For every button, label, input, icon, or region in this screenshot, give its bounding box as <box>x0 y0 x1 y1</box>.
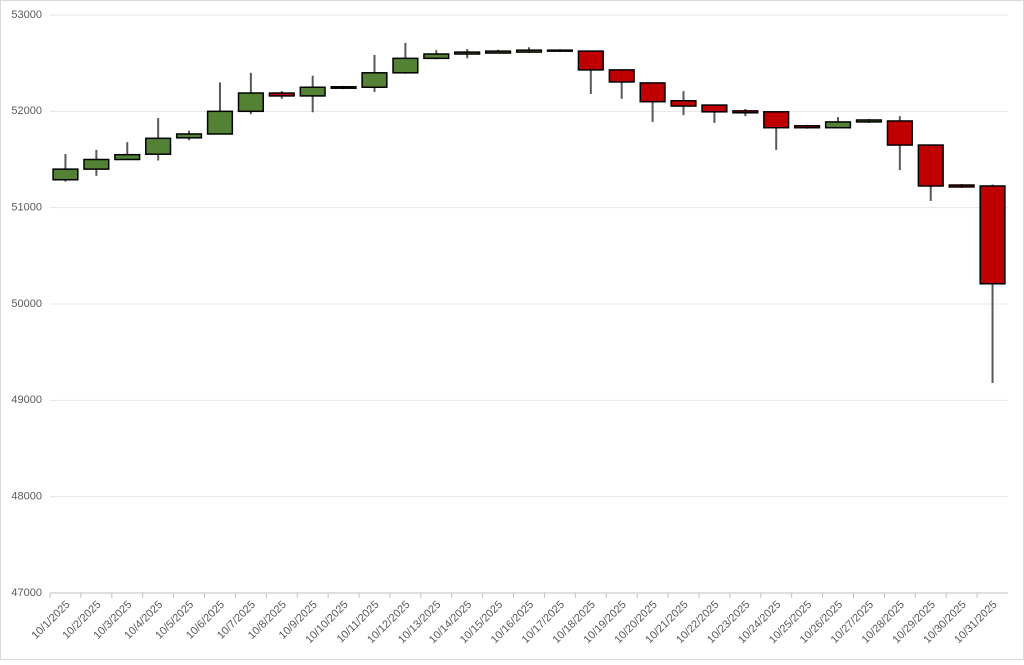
candle-body <box>268 92 295 97</box>
candle-body <box>175 133 203 139</box>
candle-body <box>639 82 666 103</box>
candle-body <box>670 99 697 107</box>
candle-body <box>855 119 883 123</box>
candle-body <box>763 111 790 129</box>
y-tick-label: 49000 <box>11 394 42 406</box>
candle-body <box>361 72 388 89</box>
candle-body <box>423 53 450 60</box>
candle-body <box>206 110 234 135</box>
candle-body <box>392 57 419 74</box>
y-tick-label: 48000 <box>11 491 42 503</box>
candle-body <box>484 50 512 54</box>
candle-body <box>824 121 852 129</box>
candle-body <box>515 49 543 53</box>
candle-body <box>145 137 172 155</box>
y-tick-label: 50000 <box>11 298 42 310</box>
candle-body <box>948 184 975 188</box>
candle-body <box>237 92 264 113</box>
candle-body <box>454 51 481 55</box>
candle-body <box>917 144 944 187</box>
candle-body <box>83 158 110 170</box>
candle-body <box>886 120 913 146</box>
candle-body <box>577 50 604 71</box>
candle-body <box>794 125 821 129</box>
candle-body <box>732 110 759 114</box>
candle-body <box>299 86 326 97</box>
y-tick-label: 52000 <box>11 105 42 117</box>
candle-body <box>114 153 141 161</box>
candle-body <box>546 49 574 52</box>
y-tick-label: 53000 <box>11 9 42 21</box>
candle-body <box>52 168 79 181</box>
y-tick-label: 51000 <box>11 202 42 214</box>
candle-body <box>330 86 357 89</box>
candle-body <box>701 104 728 113</box>
candle-body <box>979 185 1006 285</box>
y-tick-label: 47000 <box>11 587 42 599</box>
candle-body <box>608 69 635 83</box>
